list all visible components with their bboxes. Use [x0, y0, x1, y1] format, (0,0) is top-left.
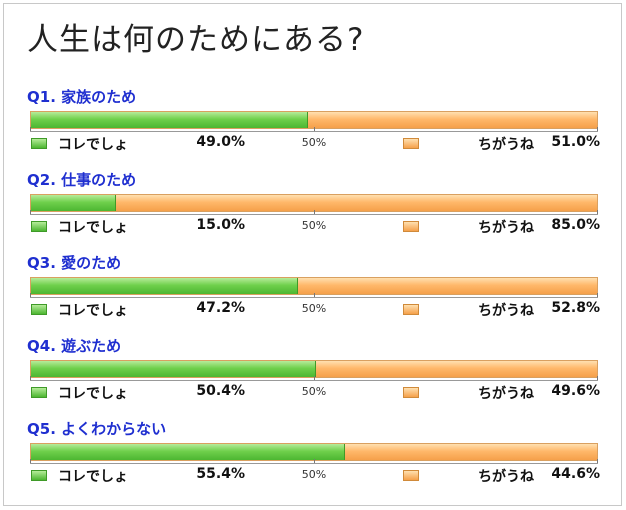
chart-frame — [3, 3, 622, 506]
axis-line — [30, 131, 598, 132]
question-label: Q3. 愛のため — [27, 254, 122, 272]
axis-tick — [313, 293, 315, 297]
value-label-no: 44.6% — [551, 466, 600, 482]
legend-label-no: ちがうね — [478, 386, 534, 402]
legend-label-no: ちがうね — [478, 469, 534, 485]
value-label-no: 85.0% — [551, 217, 600, 233]
axis-tick — [30, 459, 31, 463]
question-label: Q4. 遊ぶため — [27, 337, 122, 355]
legend-label-yes: コレでしょ — [58, 469, 128, 485]
legend-swatch-no — [403, 470, 419, 481]
axis-tick — [30, 376, 31, 380]
legend-swatch-yes — [31, 138, 47, 149]
axis-tick — [30, 127, 31, 131]
value-label-yes: 47.2% — [196, 300, 245, 316]
stacked-bar — [30, 443, 598, 461]
legend-swatch-yes — [31, 470, 47, 481]
axis-tick — [597, 210, 598, 214]
bar-segment-yes — [31, 444, 345, 460]
axis-line — [30, 297, 598, 298]
axis-mid-label: 50% — [301, 468, 327, 481]
axis-line — [30, 380, 598, 381]
legend-label-yes: コレでしょ — [58, 137, 128, 153]
legend-label-yes: コレでしょ — [58, 220, 128, 236]
legend-swatch-no — [403, 387, 419, 398]
bar-segment-yes — [31, 195, 116, 211]
value-label-no: 51.0% — [551, 134, 600, 150]
axis-tick — [597, 127, 598, 131]
legend-label-no: ちがうね — [478, 220, 534, 236]
chart-title: 人生は何のためにある? — [27, 22, 365, 58]
legend-label-yes: コレでしょ — [58, 386, 128, 402]
legend-swatch-yes — [31, 387, 47, 398]
question-label: Q5. よくわからない — [27, 420, 167, 438]
bar-segment-yes — [31, 112, 309, 128]
legend-label-no: ちがうね — [478, 137, 534, 153]
axis-tick — [313, 210, 315, 214]
legend-label-yes: コレでしょ — [58, 303, 128, 319]
legend-swatch-yes — [31, 304, 47, 315]
axis-line — [30, 463, 598, 464]
axis-tick — [313, 127, 315, 131]
value-label-yes: 49.0% — [196, 134, 245, 150]
stacked-bar — [30, 194, 598, 212]
axis-tick — [597, 293, 598, 297]
axis-line — [30, 214, 598, 215]
value-label-no: 52.8% — [551, 300, 600, 316]
stacked-bar — [30, 360, 598, 378]
legend-swatch-no — [403, 138, 419, 149]
axis-tick — [597, 376, 598, 380]
value-label-yes: 50.4% — [196, 383, 245, 399]
axis-tick — [313, 459, 315, 463]
legend-label-no: ちがうね — [478, 303, 534, 319]
axis-mid-label: 50% — [301, 219, 327, 232]
bar-segment-yes — [31, 278, 299, 294]
value-label-yes: 55.4% — [196, 466, 245, 482]
axis-tick — [597, 459, 598, 463]
axis-tick — [30, 210, 31, 214]
value-label-no: 49.6% — [551, 383, 600, 399]
axis-mid-label: 50% — [301, 302, 327, 315]
legend-swatch-no — [403, 304, 419, 315]
axis-mid-label: 50% — [301, 385, 327, 398]
legend-swatch-no — [403, 221, 419, 232]
axis-tick — [30, 293, 31, 297]
axis-mid-label: 50% — [301, 136, 327, 149]
legend-swatch-yes — [31, 221, 47, 232]
axis-tick — [313, 376, 315, 380]
value-label-yes: 15.0% — [196, 217, 245, 233]
bar-segment-yes — [31, 361, 317, 377]
question-label: Q2. 仕事のため — [27, 171, 137, 189]
question-label: Q1. 家族のため — [27, 88, 137, 106]
